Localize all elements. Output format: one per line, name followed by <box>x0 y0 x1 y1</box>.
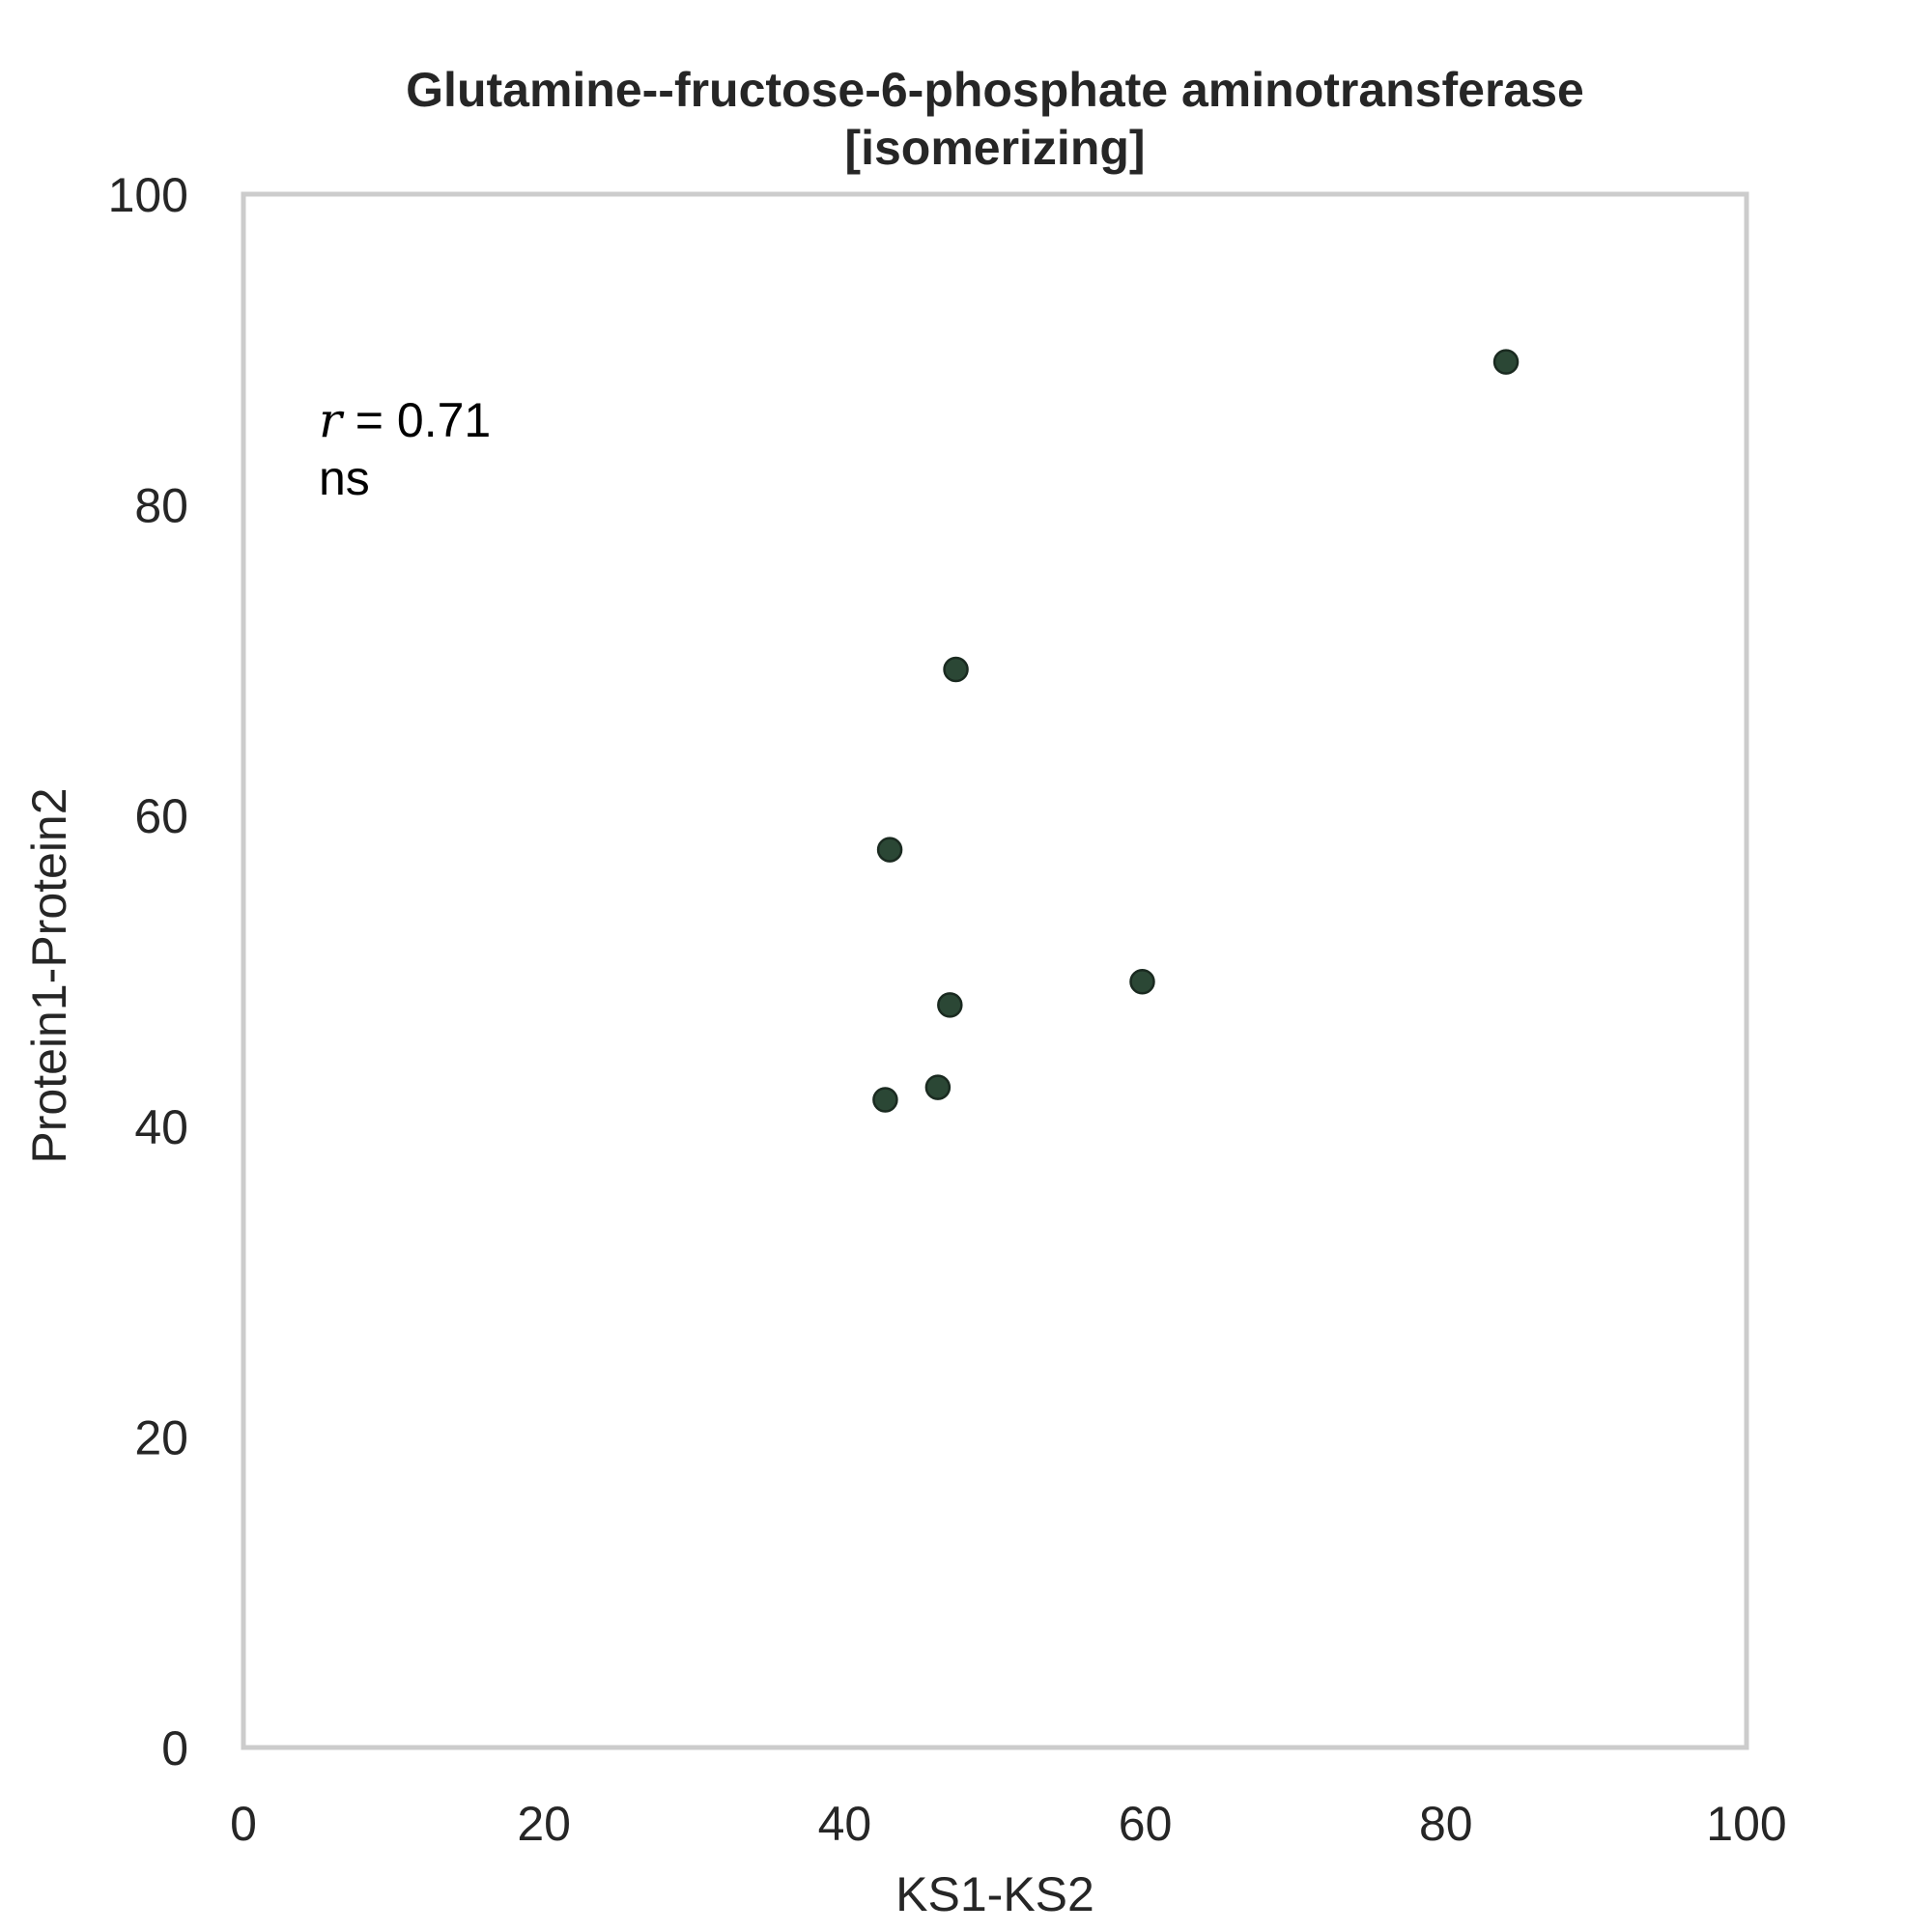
y-tick-label: 0 <box>161 1721 188 1776</box>
x-tick-label: 100 <box>1706 1797 1786 1851</box>
data-point-3 <box>876 837 903 863</box>
chart-title-line-1: Glutamine--fructose-6-phosphate aminotra… <box>406 63 1584 117</box>
data-point-6 <box>924 1074 952 1100</box>
x-tick-label: 0 <box>230 1797 257 1851</box>
r-symbol: r <box>319 392 345 448</box>
y-tick-label: 40 <box>134 1100 188 1154</box>
chart-title-line-2: [isomerizing] <box>844 121 1145 175</box>
y-axis-label: Protein1-Protein2 <box>22 787 76 1163</box>
y-tick-label: 20 <box>134 1410 188 1464</box>
plot-area-frame <box>241 191 1749 1750</box>
x-tick-label: 80 <box>1419 1797 1473 1851</box>
data-point-5 <box>937 992 963 1018</box>
x-tick-label: 20 <box>517 1797 571 1851</box>
r-value: 0.71 <box>397 393 491 447</box>
significance-label: ns <box>319 451 370 505</box>
data-point-2 <box>943 656 969 683</box>
y-tick-labels: 0 20 40 60 80 100 <box>108 168 188 1776</box>
data-points <box>872 349 1520 1113</box>
correlation-annotation: r = 0.71 <box>319 392 491 448</box>
x-tick-label: 40 <box>818 1797 872 1851</box>
r-equals: = <box>342 393 397 447</box>
y-tick-label: 80 <box>134 479 188 533</box>
y-tick-label: 60 <box>134 789 188 843</box>
x-tick-labels: 0 20 40 60 80 100 <box>230 1797 1787 1851</box>
data-point-7 <box>872 1087 898 1113</box>
data-point-4 <box>1129 969 1155 995</box>
data-point-1 <box>1492 349 1520 375</box>
y-tick-label: 100 <box>108 168 188 222</box>
x-tick-label: 60 <box>1119 1797 1173 1851</box>
x-axis-label: KS1-KS2 <box>895 1867 1094 1921</box>
